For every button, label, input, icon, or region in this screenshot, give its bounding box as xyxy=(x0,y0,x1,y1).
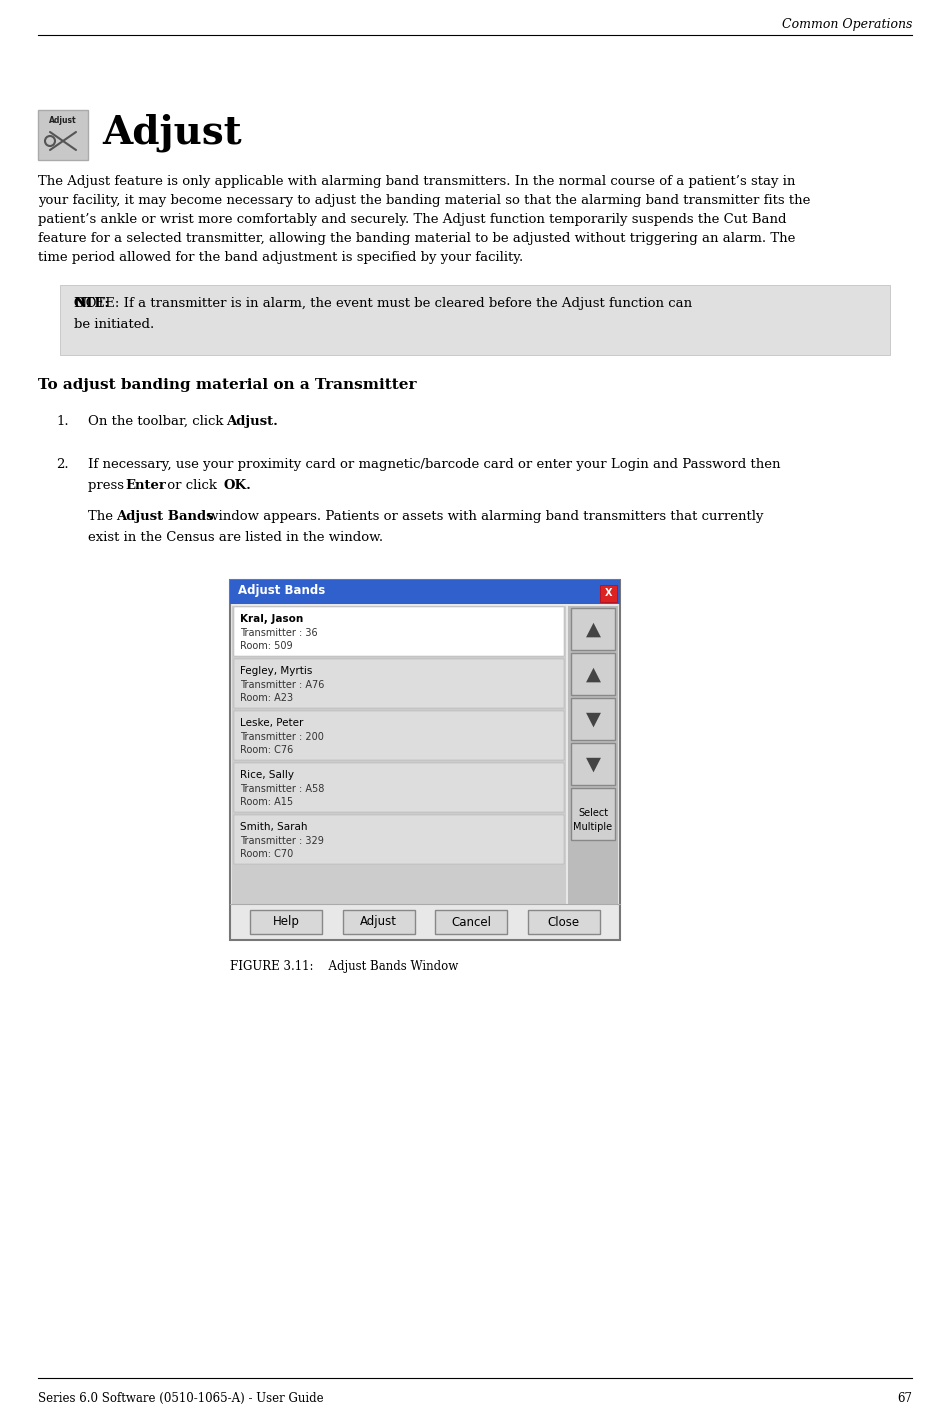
Text: Series 6.0 Software (0510-1065-A) - User Guide: Series 6.0 Software (0510-1065-A) - User… xyxy=(38,1392,324,1404)
Text: To adjust banding material on a Transmitter: To adjust banding material on a Transmit… xyxy=(38,378,416,392)
FancyBboxPatch shape xyxy=(251,910,322,934)
Text: Select: Select xyxy=(578,808,609,818)
Text: ▲: ▲ xyxy=(586,665,600,683)
FancyBboxPatch shape xyxy=(60,285,890,355)
Text: Transmitter : 36: Transmitter : 36 xyxy=(240,628,317,638)
Text: 2.: 2. xyxy=(56,459,69,471)
Text: Multiple: Multiple xyxy=(574,822,612,832)
Text: Room: A15: Room: A15 xyxy=(240,797,293,807)
FancyBboxPatch shape xyxy=(571,699,615,740)
Text: 1.: 1. xyxy=(56,415,69,427)
FancyBboxPatch shape xyxy=(435,910,507,934)
Text: press: press xyxy=(88,479,128,491)
FancyBboxPatch shape xyxy=(234,659,564,709)
Text: Cancel: Cancel xyxy=(451,916,491,929)
Text: Adjust: Adjust xyxy=(102,114,242,152)
Text: Room: A23: Room: A23 xyxy=(240,693,293,703)
FancyBboxPatch shape xyxy=(234,815,564,863)
Text: Help: Help xyxy=(273,916,300,929)
Text: Transmitter : A58: Transmitter : A58 xyxy=(240,784,324,794)
FancyBboxPatch shape xyxy=(571,608,615,650)
Text: N: N xyxy=(74,297,86,310)
Text: OTE:: OTE: xyxy=(74,297,110,310)
FancyBboxPatch shape xyxy=(343,910,414,934)
Text: X: X xyxy=(605,588,612,598)
Text: Enter: Enter xyxy=(125,479,166,491)
FancyBboxPatch shape xyxy=(230,579,620,604)
Text: Smith, Sarah: Smith, Sarah xyxy=(240,822,307,832)
Text: ▼: ▼ xyxy=(586,754,600,774)
Text: window appears. Patients or assets with alarming band transmitters that currentl: window appears. Patients or assets with … xyxy=(203,510,764,523)
Text: Room: C70: Room: C70 xyxy=(240,849,293,859)
Text: Adjust.: Adjust. xyxy=(226,415,278,427)
Text: The Adjust feature is only applicable with alarming band transmitters. In the no: The Adjust feature is only applicable wi… xyxy=(38,175,795,187)
Text: Fegley, Myrtis: Fegley, Myrtis xyxy=(240,666,313,676)
Text: Adjust: Adjust xyxy=(49,116,77,125)
FancyBboxPatch shape xyxy=(528,910,600,934)
FancyBboxPatch shape xyxy=(600,585,617,602)
Text: OK.: OK. xyxy=(223,479,251,491)
Text: On the toolbar, click: On the toolbar, click xyxy=(88,415,228,427)
FancyBboxPatch shape xyxy=(234,763,564,812)
Text: Adjust Bands: Adjust Bands xyxy=(116,510,214,523)
Text: Leske, Peter: Leske, Peter xyxy=(240,719,303,728)
Text: FIGURE 3.11:    Adjust Bands Window: FIGURE 3.11: Adjust Bands Window xyxy=(230,960,458,973)
Text: Transmitter : 329: Transmitter : 329 xyxy=(240,836,324,846)
Text: feature for a selected transmitter, allowing the banding material to be adjusted: feature for a selected transmitter, allo… xyxy=(38,231,795,246)
Text: your facility, it may become necessary to adjust the banding material so that th: your facility, it may become necessary t… xyxy=(38,195,810,207)
Text: be initiated.: be initiated. xyxy=(74,318,154,331)
FancyBboxPatch shape xyxy=(234,606,564,656)
Text: Close: Close xyxy=(547,916,579,929)
Text: or click: or click xyxy=(163,479,221,491)
Text: time period allowed for the band adjustment is specified by your facility.: time period allowed for the band adjustm… xyxy=(38,251,523,264)
FancyBboxPatch shape xyxy=(230,579,620,940)
Text: The: The xyxy=(88,510,117,523)
Text: Room: 509: Room: 509 xyxy=(240,640,293,650)
Text: patient’s ankle or wrist more comfortably and securely. The Adjust function temp: patient’s ankle or wrist more comfortabl… xyxy=(38,213,787,226)
Text: ▲: ▲ xyxy=(586,619,600,639)
FancyBboxPatch shape xyxy=(232,606,566,905)
Text: If necessary, use your proximity card or magnetic/barcode card or enter your Log: If necessary, use your proximity card or… xyxy=(88,459,781,471)
Text: ▼: ▼ xyxy=(586,710,600,728)
FancyBboxPatch shape xyxy=(571,788,615,841)
Text: Common Operations: Common Operations xyxy=(782,18,912,31)
FancyBboxPatch shape xyxy=(571,743,615,785)
Text: Rice, Sally: Rice, Sally xyxy=(240,770,294,780)
Text: Kral, Jason: Kral, Jason xyxy=(240,613,303,623)
Text: Transmitter : 200: Transmitter : 200 xyxy=(240,731,324,743)
FancyBboxPatch shape xyxy=(38,109,88,160)
Text: NOTE: If a transmitter is in alarm, the event must be cleared before the Adjust : NOTE: If a transmitter is in alarm, the … xyxy=(74,297,692,310)
Text: Room: C76: Room: C76 xyxy=(240,746,293,755)
FancyBboxPatch shape xyxy=(571,653,615,694)
Text: exist in the Census are listed in the window.: exist in the Census are listed in the wi… xyxy=(88,531,383,544)
Text: Transmitter : A76: Transmitter : A76 xyxy=(240,680,324,690)
Text: Adjust Bands: Adjust Bands xyxy=(238,584,325,596)
Text: Adjust: Adjust xyxy=(360,916,398,929)
FancyBboxPatch shape xyxy=(234,711,564,760)
Text: 67: 67 xyxy=(897,1392,912,1404)
FancyBboxPatch shape xyxy=(568,606,618,905)
